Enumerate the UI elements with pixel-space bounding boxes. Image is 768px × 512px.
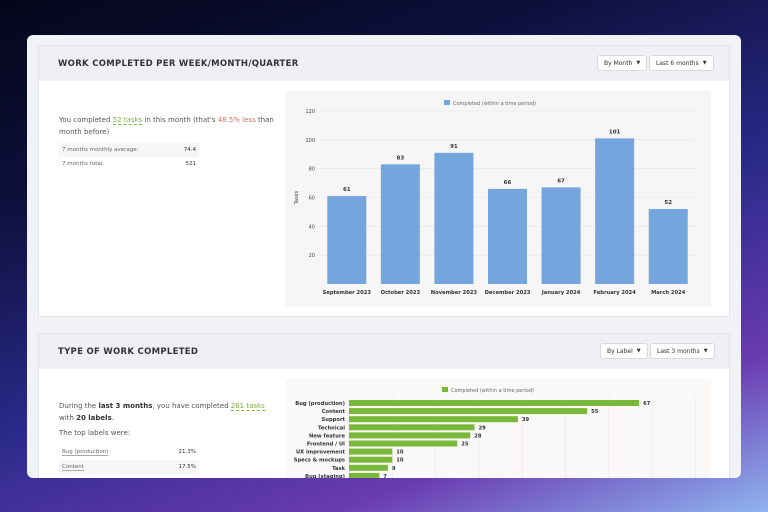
panel-header: TYPE OF WORK COMPLETED By Label ▼ Last 3 … [39, 334, 729, 369]
x-tick-label: October 2023 [381, 290, 421, 296]
y-tick-label: 40 [309, 224, 315, 230]
top-labels-heading: The top labels were: [59, 429, 131, 437]
bar-value-label: 55 [591, 409, 599, 415]
bar [434, 152, 474, 284]
tasks-link[interactable]: 52 tasks [112, 116, 143, 125]
bar-value-label: 28 [474, 433, 482, 439]
labels-chart: Completed (within a time period) Bug (pro… [285, 379, 711, 478]
bar [349, 472, 380, 478]
category-label: Support [322, 417, 346, 423]
bar [595, 138, 635, 284]
label-row: Bug (production) 21.3% [62, 448, 196, 456]
legend-label: Completed (within a time period) [453, 101, 536, 107]
caret-down-icon: ▼ [636, 348, 641, 354]
x-tick-label: March 2024 [651, 290, 686, 296]
category-label: Content [322, 409, 346, 415]
bar-value-label: 9 [392, 466, 396, 472]
bar [349, 432, 471, 439]
monthly-chart: Completed (within a time period) 20 40 60 80… [285, 91, 711, 307]
label-link[interactable]: Bug (production) [62, 448, 109, 456]
category-label: Bug (production) [295, 401, 345, 407]
x-tick-label: November 2023 [431, 290, 478, 296]
bar [349, 400, 640, 406]
bar-value-label: 39 [522, 417, 530, 423]
work-completed-panel: WORK COMPLETED PER WEEK/MONTH/QUARTER By… [38, 45, 730, 317]
bar-value-label: 61 [343, 187, 351, 193]
bar [541, 187, 581, 284]
dashboard-card: WORK COMPLETED PER WEEK/MONTH/QUARTER By… [27, 35, 741, 478]
category-label: Frontend / UI [307, 442, 345, 448]
group-by-dropdown[interactable]: By Month ▼ [597, 55, 648, 71]
panel-header: WORK COMPLETED PER WEEK/MONTH/QUARTER By… [39, 46, 729, 81]
category-label: Bug (staging) [305, 474, 345, 478]
bar-value-label: 67 [643, 401, 651, 407]
bar-value-label: 67 [557, 178, 565, 184]
panel-title: TYPE OF WORK COMPLETED [58, 346, 199, 357]
type-of-work-panel: TYPE OF WORK COMPLETED By Label ▼ Last 3 … [38, 333, 730, 478]
bar-value-label: 91 [450, 144, 458, 150]
dropdown-value: Last 3 months [657, 347, 700, 355]
legend-swatch [444, 100, 450, 105]
bar-value-label: 7 [383, 474, 387, 478]
bar [349, 416, 518, 423]
bar [648, 209, 688, 284]
category-label: UX improvement [296, 450, 346, 456]
x-tick-label: February 2024 [593, 290, 636, 296]
bar-value-label: 83 [397, 155, 405, 161]
bar-value-label: 10 [396, 458, 404, 464]
y-tick-label: 100 [305, 138, 315, 144]
y-tick-label: 80 [309, 167, 315, 173]
y-axis-label: Tasks [294, 190, 300, 205]
bar [327, 196, 367, 284]
x-tick-label: September 2023 [323, 290, 372, 296]
legend-swatch [442, 387, 448, 392]
caret-down-icon: ▼ [702, 60, 707, 66]
x-tick-label: December 2023 [485, 290, 531, 296]
bar-value-label: 29 [479, 425, 487, 431]
y-tick-label: 20 [309, 253, 315, 259]
dropdown-value: Last 6 months [656, 59, 699, 67]
caret-down-icon: ▼ [636, 60, 641, 66]
bar [349, 440, 458, 447]
bar [349, 408, 588, 415]
bar [349, 464, 388, 471]
summary-text: During the last 3 months, you have compl… [59, 402, 265, 422]
label-link[interactable]: Content [62, 463, 84, 471]
group-by-dropdown[interactable]: By Label ▼ [600, 343, 648, 359]
bar-value-label: 10 [396, 450, 404, 456]
bar [349, 448, 393, 455]
monthly-bar-chart: Completed (within a time period) 20 40 60 80… [294, 100, 695, 296]
bar [488, 188, 527, 284]
bar-value-label: 66 [504, 180, 512, 186]
bar [380, 164, 420, 284]
legend-label: Completed (within a time period) [451, 388, 534, 394]
y-tick-label: 60 [309, 196, 315, 202]
x-tick-label: January 2024 [541, 290, 581, 296]
summary-text: You completed 52 tasks in this month (th… [59, 116, 274, 136]
y-tick-label: 120 [305, 109, 315, 115]
period-dropdown[interactable]: Last 6 months ▼ [649, 55, 714, 71]
bar [349, 456, 393, 463]
dropdown-value: By Label [607, 347, 633, 355]
category-label: Specs & mockups [294, 458, 345, 464]
bar-value-label: 25 [461, 442, 469, 448]
label-row: Content 17.5% [59, 460, 199, 474]
bar [349, 424, 475, 431]
dropdown-value: By Month [604, 59, 633, 67]
panel-title: WORK COMPLETED PER WEEK/MONTH/QUARTER [58, 58, 299, 69]
caret-down-icon: ▼ [703, 348, 708, 354]
bar-value-label: 52 [664, 200, 672, 206]
category-label: New feature [309, 433, 345, 439]
period-dropdown[interactable]: Last 3 months ▼ [650, 343, 715, 359]
labels-bar-chart: Completed (within a time period) Bug (pro… [294, 387, 696, 478]
stat-row: 7 months total: 521 [62, 161, 196, 167]
stat-row: 7 months monthly average: 74.4 [59, 143, 199, 157]
category-label: Task [332, 466, 345, 472]
change-text: 48.5% less [217, 116, 256, 124]
bar-value-label: 101 [609, 129, 621, 135]
category-label: Technical [318, 425, 345, 431]
tasks-link[interactable]: 261 tasks [230, 402, 265, 411]
